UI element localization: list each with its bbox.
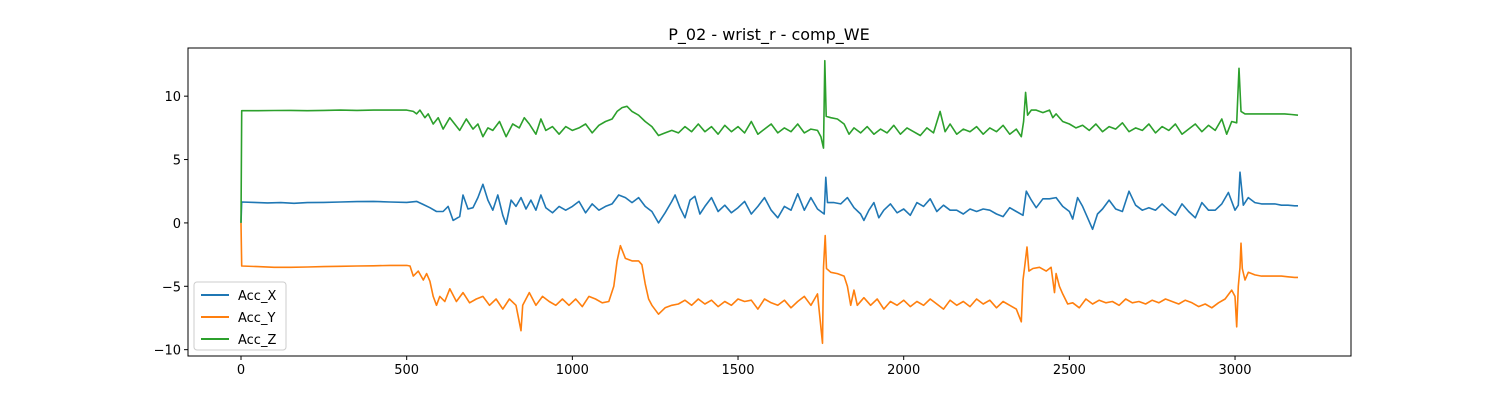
y-tick-label: 0	[173, 217, 181, 232]
x-tick-label: 2000	[887, 363, 920, 378]
y-tick-label: −10	[154, 344, 181, 359]
legend-label: Acc_Z	[238, 333, 276, 348]
x-axis: 0 500 1000 1500 2000 2500 3000	[237, 356, 1252, 378]
x-tick-label: 2500	[1053, 363, 1086, 378]
series-line-acc-y	[240, 222, 1298, 345]
y-tick-label: −5	[162, 280, 181, 295]
x-tick-label: 0	[237, 363, 245, 378]
x-tick-label: 1500	[721, 363, 754, 378]
series-line-acc-z	[240, 59, 1299, 223]
series-line-acc-x	[240, 171, 1298, 231]
y-tick-label: 5	[173, 154, 181, 169]
axes-frame	[187, 47, 1352, 357]
x-tick-label: 1000	[556, 363, 589, 378]
y-tick-label: 10	[164, 90, 181, 105]
plot-area	[240, 59, 1299, 345]
x-tick-label: 3000	[1218, 363, 1251, 378]
chart-title: P_02 - wrist_r - comp_WE	[668, 25, 869, 45]
x-tick-label: 500	[394, 363, 419, 378]
legend-box	[193, 281, 287, 351]
legend: Acc_X Acc_Y Acc_Z	[193, 281, 287, 351]
legend-label: Acc_Y	[238, 311, 275, 326]
legend-label: Acc_X	[238, 289, 276, 304]
y-axis: −10 −5 0 5 10	[154, 90, 188, 359]
